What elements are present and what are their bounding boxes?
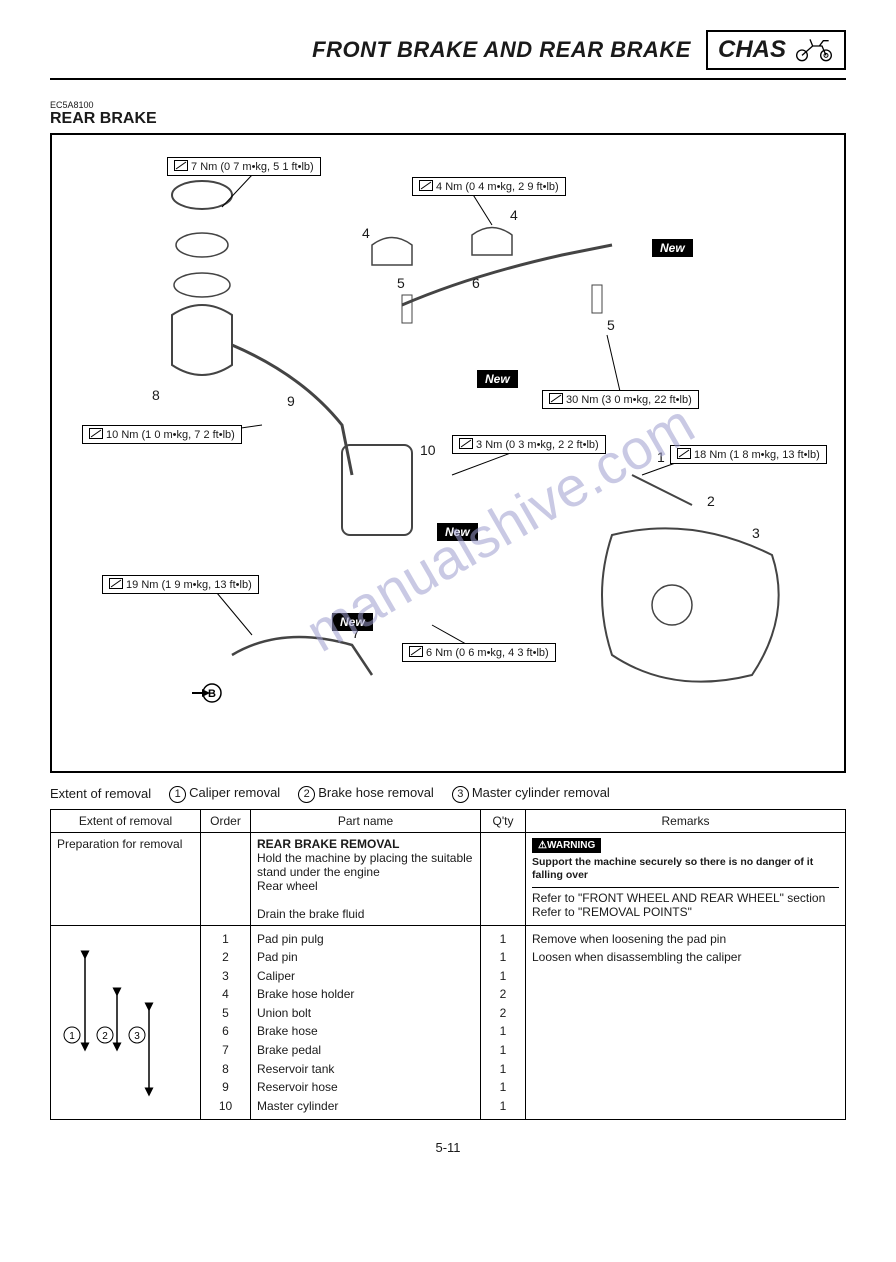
document-code: EC5A8100 <box>50 100 846 110</box>
th-remarks: Remarks <box>526 809 846 832</box>
prep-partname: REAR BRAKE REMOVAL Hold the machine by p… <box>251 832 481 925</box>
prep-row: Preparation for removal REAR BRAKE REMOV… <box>51 832 846 925</box>
th-extent: Extent of removal <box>51 809 201 832</box>
part-number-callout: 3 <box>752 525 760 541</box>
extent-item-2: 2Brake hose removal <box>298 785 434 803</box>
table-header-row: Extent of removal Order Part name Q'ty R… <box>51 809 846 832</box>
torque-spec: 6 Nm (0 6 m•kg, 4 3 ft•lb) <box>402 643 556 662</box>
motorcycle-icon <box>794 38 834 62</box>
part-number-callout: 2 <box>707 493 715 509</box>
extent-arrows: 1 2 3 <box>51 925 201 1120</box>
torque-spec: 30 Nm (3 0 m•kg, 22 ft•lb) <box>542 390 699 409</box>
extent-of-removal-legend: Extent of removal 1Caliper removal 2Brak… <box>50 785 846 803</box>
part-number-callout: 1 <box>657 449 665 465</box>
th-part: Part name <box>251 809 481 832</box>
torque-spec: 4 Nm (0 4 m•kg, 2 9 ft•lb) <box>412 177 566 196</box>
torque-spec: 7 Nm (0 7 m•kg, 5 1 ft•lb) <box>167 157 321 176</box>
part-number-callout: 6 <box>472 275 480 291</box>
warning-badge: ⚠WARNING <box>532 838 601 853</box>
exploded-diagram: B 7 Nm (0 7 m•kg, 5 1 ft•lb) 4 Nm (0 4 m… <box>50 133 846 773</box>
part-number-callout: 5 <box>607 317 615 333</box>
chapter-code: CHAS <box>718 36 786 64</box>
header-title: FRONT BRAKE AND REAR BRAKE <box>312 37 691 63</box>
torque-spec: 18 Nm (1 8 m•kg, 13 ft•lb) <box>670 445 827 464</box>
svg-text:B: B <box>208 688 216 700</box>
svg-text:2: 2 <box>102 1031 108 1042</box>
part-number-callout: 4 <box>362 225 370 241</box>
prep-remarks: ⚠WARNING Support the machine securely so… <box>526 832 846 925</box>
new-badge: New <box>332 613 373 631</box>
extent-label: Extent of removal <box>50 786 151 801</box>
th-qty: Q'ty <box>481 809 526 832</box>
parts-table: Extent of removal Order Part name Q'ty R… <box>50 809 846 1121</box>
svg-text:3: 3 <box>134 1031 140 1042</box>
new-badge: New <box>652 239 693 257</box>
extent-item-1: 1Caliper removal <box>169 785 280 803</box>
torque-spec: 10 Nm (1 0 m•kg, 7 2 ft•lb) <box>82 425 242 444</box>
page-number: 5-11 <box>50 1140 846 1155</box>
new-badge: New <box>437 523 478 541</box>
torque-spec: 3 Nm (0 3 m•kg, 2 2 ft•lb) <box>452 435 606 454</box>
parts-body-row: 1 2 3 12345678910 Pad pin pulgPad pinCal… <box>51 925 846 1120</box>
section-title: REAR BRAKE <box>50 110 846 128</box>
part-number-callout: 4 <box>510 207 518 223</box>
new-badge: New <box>477 370 518 388</box>
chapter-box: CHAS <box>706 30 846 70</box>
torque-spec: 19 Nm (1 9 m•kg, 13 ft•lb) <box>102 575 259 594</box>
page-header: FRONT BRAKE AND REAR BRAKE CHAS <box>50 30 846 80</box>
part-number-callout: 9 <box>287 393 295 409</box>
part-number-callout: 5 <box>397 275 405 291</box>
th-order: Order <box>201 809 251 832</box>
extent-item-3: 3Master cylinder removal <box>452 785 610 803</box>
part-number-callout: 10 <box>420 442 436 458</box>
prep-label: Preparation for removal <box>51 832 201 925</box>
svg-text:1: 1 <box>69 1031 75 1042</box>
part-number-callout: 8 <box>152 387 160 403</box>
